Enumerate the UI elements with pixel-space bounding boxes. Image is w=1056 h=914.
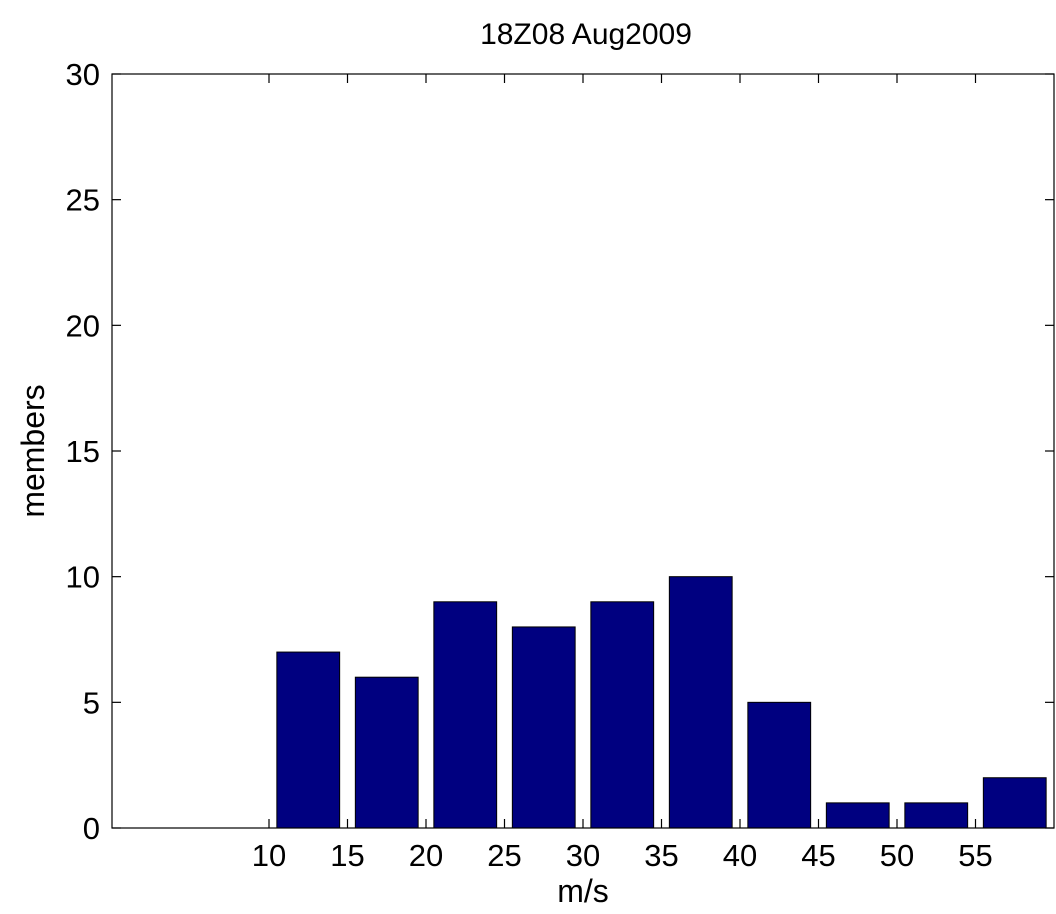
bar-5 [668,576,733,829]
y-tick-label-1: 5 [83,685,100,720]
x-tick-label-0: 10 [252,838,286,873]
x-tick-label-1: 15 [330,838,364,873]
x-tick-label-3: 25 [487,838,521,873]
y-axis-label: members [15,384,51,517]
x-tick-label-4: 30 [566,838,600,873]
y-tick-label-2: 10 [66,560,100,595]
ticks-group: 10 15 20 25 30 35 40 45 50 55 0 5 10 15 20 25 30 [66,57,1054,873]
bar-4 [590,601,655,829]
bar-3 [511,626,576,829]
bar-0 [276,651,341,829]
axes-frame [111,73,1055,829]
x-axis-label: m/s [557,873,609,909]
bar-6 [747,701,812,829]
y-tick-label-4: 20 [66,308,100,343]
x-tick-label-6: 40 [723,838,757,873]
y-tick-label-3: 15 [66,434,100,469]
bars-group [276,576,1047,829]
bar-7 [825,802,890,829]
x-tick-label-8: 50 [880,838,914,873]
y-tick-label-5: 25 [66,183,100,218]
bar-8 [904,802,969,829]
bar-1 [354,676,419,829]
chart-title: 18Z08 Aug2009 [480,18,692,51]
bar-2 [433,601,498,829]
plot-area: 10 15 20 25 30 35 40 45 50 55 0 5 10 15 20 25 30 [66,57,1055,873]
x-tick-label-9: 55 [958,838,992,873]
bar-9 [982,777,1047,829]
y-tick-label-6: 30 [66,57,100,92]
x-tick-label-5: 35 [644,838,678,873]
x-tick-label-2: 20 [409,838,443,873]
y-tick-label-0: 0 [83,811,100,846]
x-tick-label-7: 45 [801,838,835,873]
